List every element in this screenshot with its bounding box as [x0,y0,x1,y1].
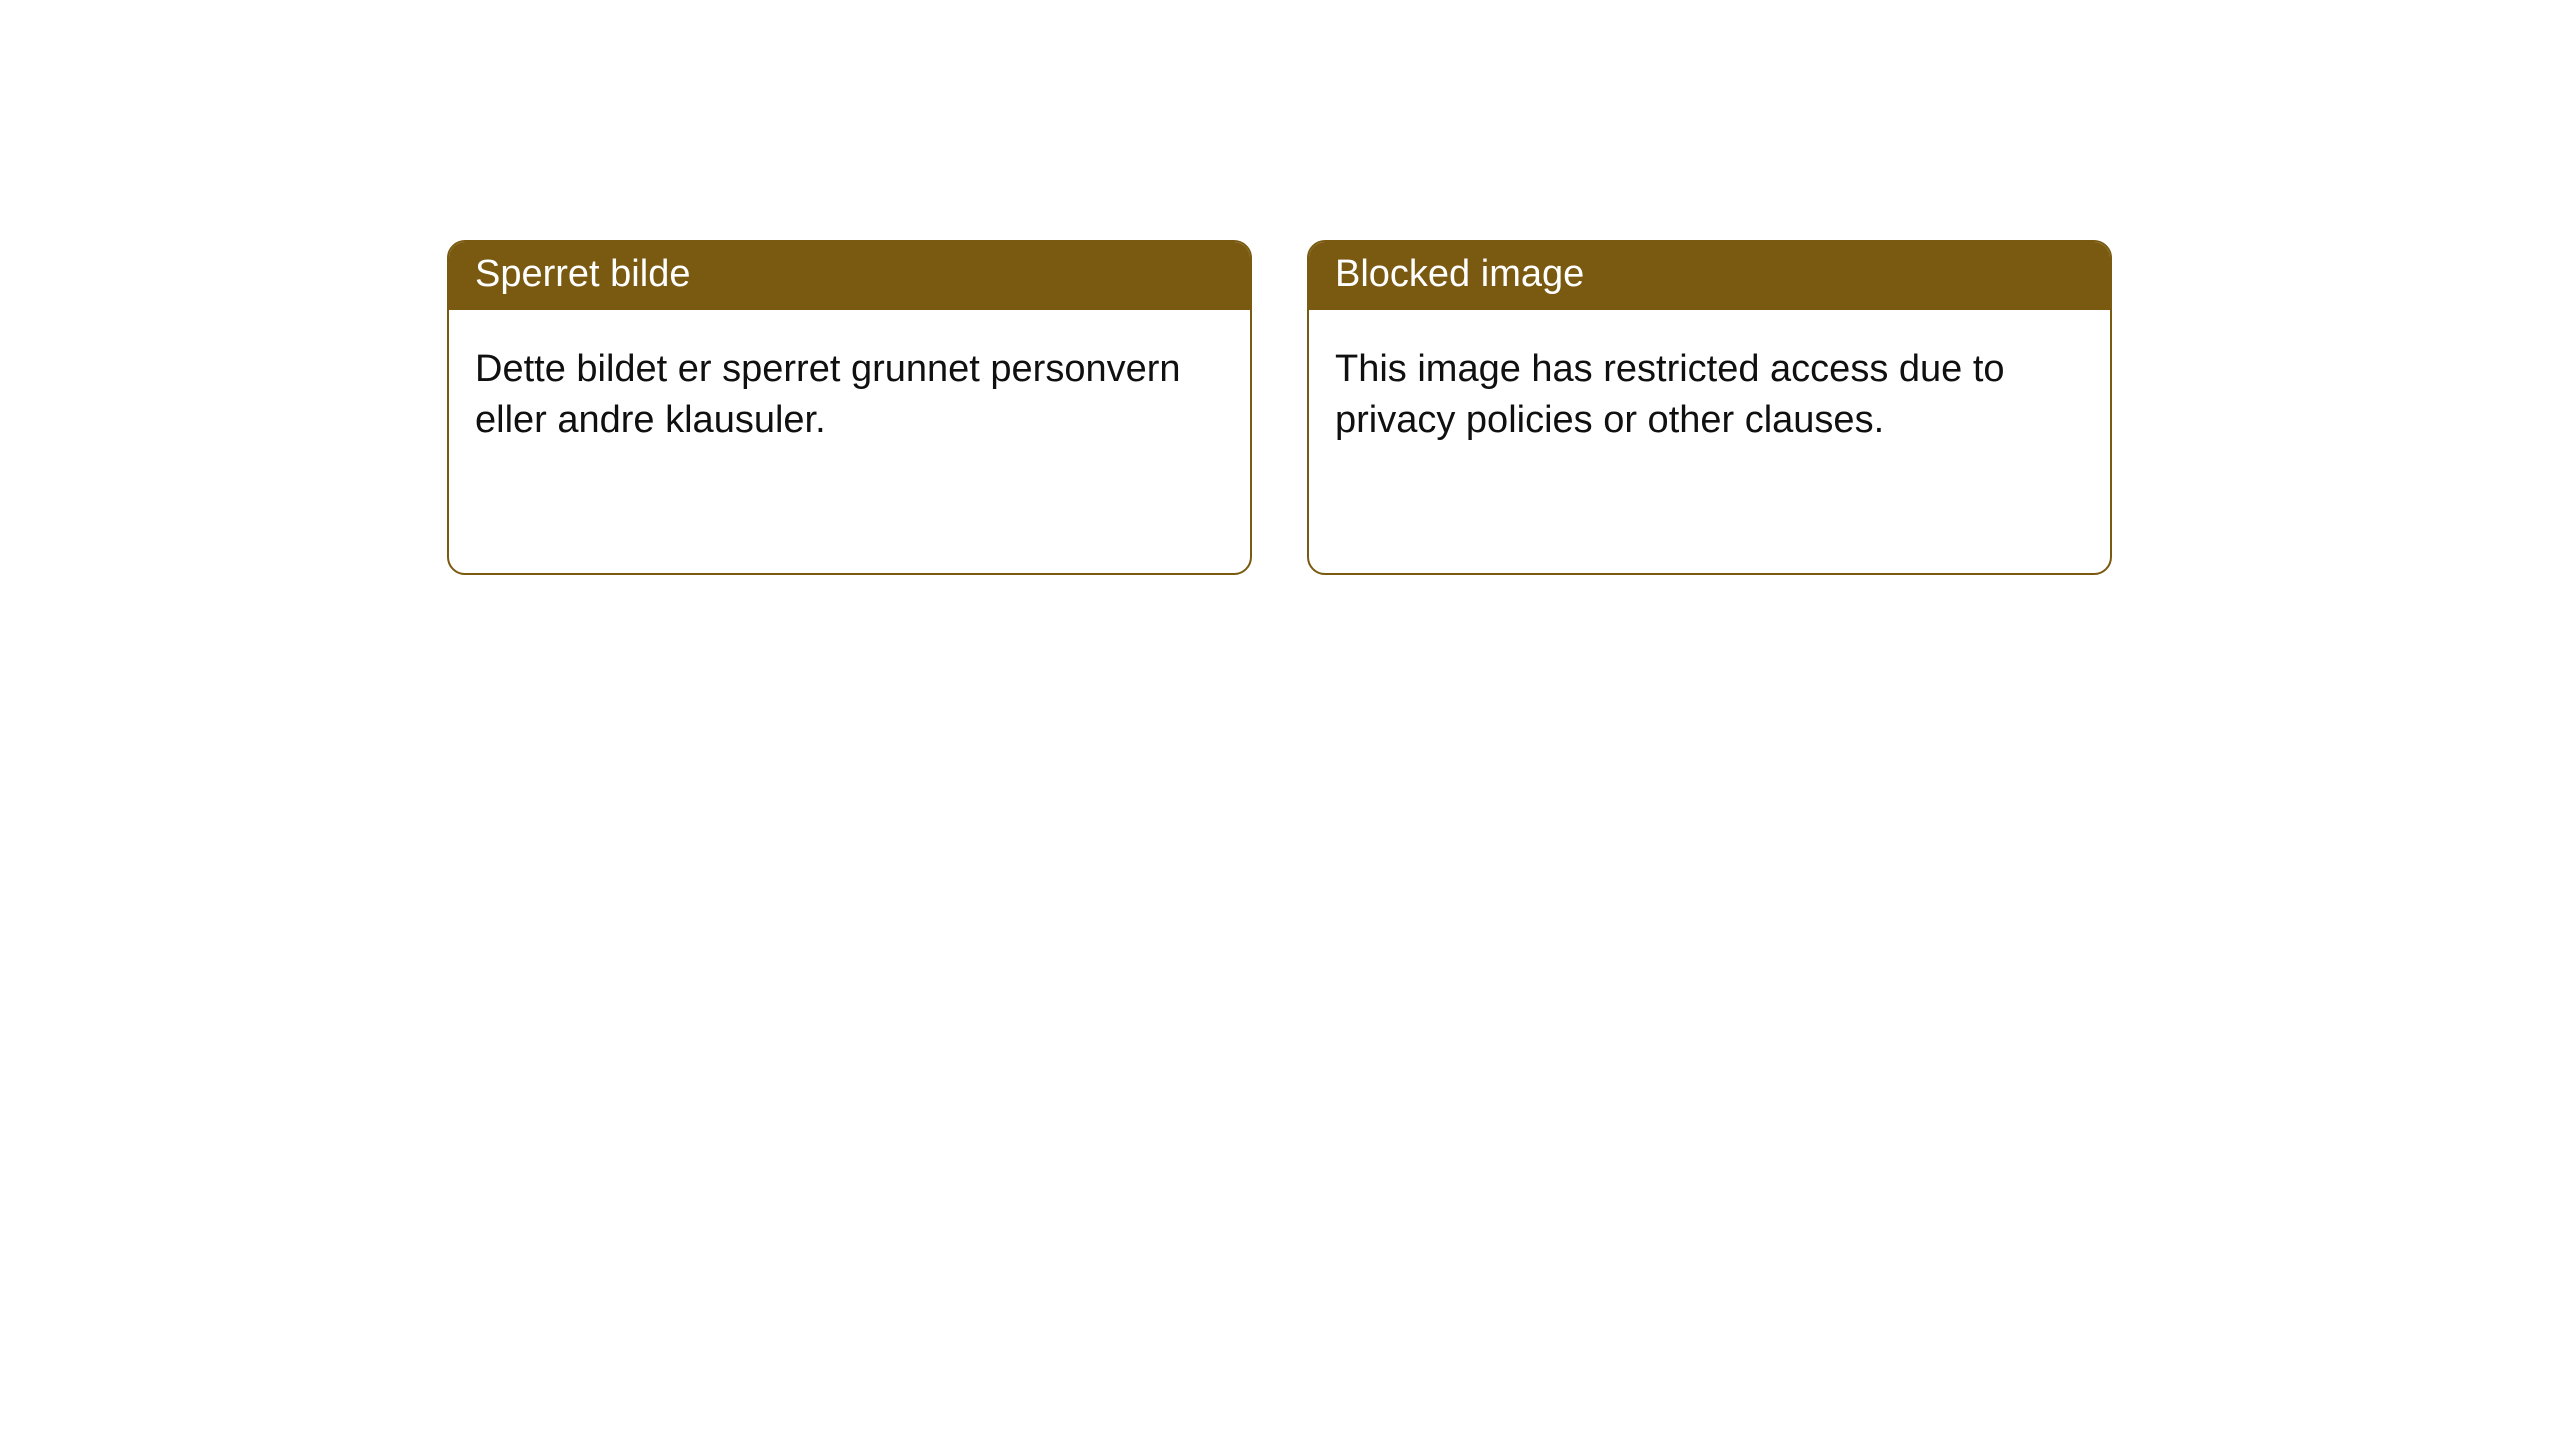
card-body-no: Dette bildet er sperret grunnet personve… [449,310,1250,481]
card-title-no: Sperret bilde [449,242,1250,310]
blocked-image-card-en: Blocked image This image has restricted … [1307,240,2112,575]
card-body-en: This image has restricted access due to … [1309,310,2110,481]
card-title-en: Blocked image [1309,242,2110,310]
notice-cards-container: Sperret bilde Dette bildet er sperret gr… [0,0,2560,575]
blocked-image-card-no: Sperret bilde Dette bildet er sperret gr… [447,240,1252,575]
